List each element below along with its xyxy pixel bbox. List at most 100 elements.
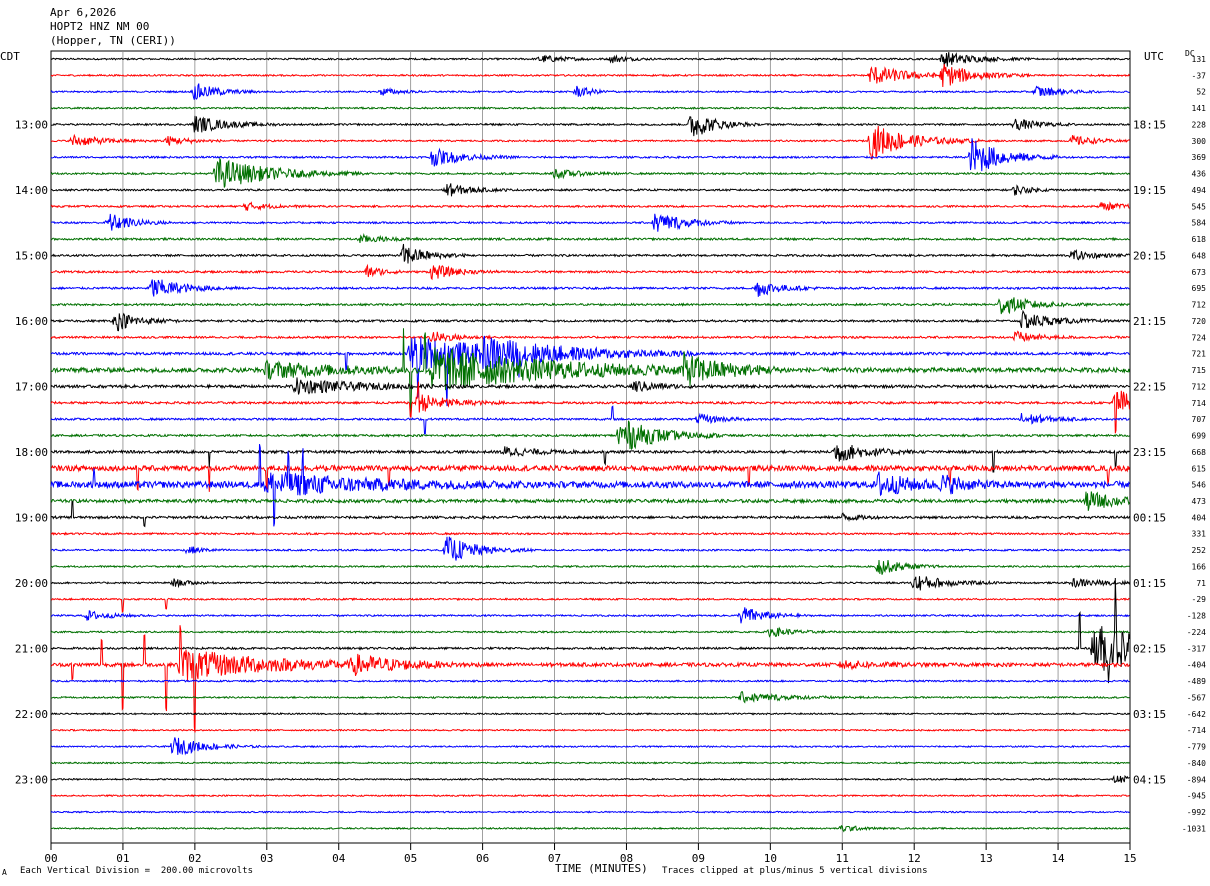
dc-label: DC	[1185, 49, 1195, 58]
right-hour-label: 04:15	[1133, 773, 1166, 786]
x-tick-label: 09	[692, 852, 705, 862]
dc-offset-label: 673	[1192, 268, 1207, 277]
right-hour-label: 19:15	[1133, 184, 1166, 197]
seismic-trace	[50, 335, 1130, 407]
x-tick-label: 04	[332, 852, 346, 862]
x-tick-label: 10	[764, 852, 777, 862]
left-hour-label: 20:00	[15, 577, 48, 590]
dc-offset-label: 618	[1192, 235, 1207, 244]
seismic-trace	[50, 691, 1130, 704]
dc-offset-label: 714	[1192, 399, 1207, 408]
usgs-logo-icon: A	[2, 868, 7, 877]
seismic-trace	[50, 213, 1130, 232]
dc-offset-label: 252	[1192, 546, 1207, 555]
seismic-trace	[50, 377, 1130, 395]
seismic-trace	[50, 491, 1130, 511]
dc-offset-label: 331	[1192, 530, 1207, 539]
seismic-trace	[50, 279, 1130, 297]
seismic-trace	[50, 625, 1130, 733]
seismic-trace	[50, 63, 1130, 88]
dc-offset-label: -992	[1187, 808, 1206, 817]
helicorder-plot: 00 01 02 03 04 05 06 07 08 09 10 11 12 13 14 15 131 -37 52…	[15, 50, 1207, 862]
seismic-trace	[50, 679, 1130, 683]
seismic-trace	[51, 712, 1130, 716]
x-tick-label: 12	[908, 852, 921, 862]
dc-offset-label: -642	[1187, 710, 1206, 719]
seismic-trace	[50, 577, 1130, 684]
right-hour-label: 02:15	[1133, 642, 1166, 655]
x-tick-label: 15	[1123, 852, 1136, 862]
seismic-trace	[50, 774, 1130, 783]
dc-offset-label: 724	[1192, 333, 1207, 342]
dc-offset-label: -779	[1187, 743, 1206, 752]
x-tick-label: 11	[836, 852, 849, 862]
dc-offset-label: 712	[1192, 301, 1207, 310]
station-location: (Hopper, TN (CERI))	[50, 34, 176, 47]
dc-offset-label: 699	[1192, 432, 1207, 441]
right-hour-label: 00:15	[1133, 511, 1166, 524]
x-axis-label: TIME (MINUTES)	[555, 862, 648, 875]
seismic-trace	[50, 309, 1130, 332]
left-hour-label: 17:00	[15, 380, 48, 393]
left-hour-label: 15:00	[15, 249, 48, 262]
right-hour-label: 18:15	[1133, 118, 1166, 131]
dc-offset-label: 436	[1192, 170, 1207, 179]
right-timezone: UTC	[1144, 50, 1164, 63]
dc-offset-label: -404	[1187, 661, 1206, 670]
dc-offset-label: -894	[1187, 775, 1206, 784]
dc-offset-label: -945	[1187, 792, 1206, 801]
left-hour-label: 13:00	[15, 118, 48, 131]
seismic-trace	[50, 52, 1130, 68]
seismic-trace	[50, 825, 1130, 833]
seismic-trace	[50, 626, 1130, 638]
station-code: HOPT2 HNZ NM 00	[50, 20, 150, 33]
dc-offset-label: -317	[1187, 644, 1206, 653]
dc-offset-label: 71	[1196, 579, 1206, 588]
seismic-trace	[50, 328, 1130, 416]
x-tick-label: 14	[1051, 852, 1065, 862]
plot-frame	[50, 50, 1131, 844]
seismic-trace	[50, 444, 1130, 473]
dc-offset-label: 404	[1192, 513, 1207, 522]
seismic-trace	[50, 233, 1130, 243]
x-tick-label: 02	[188, 852, 201, 862]
left-hour-label: 16:00	[15, 315, 48, 328]
dc-offset-label: 707	[1192, 415, 1207, 424]
dc-offset-label: -29	[1192, 595, 1207, 604]
right-hour-label: 23:15	[1133, 446, 1166, 459]
dc-offset-label: 228	[1192, 120, 1207, 129]
dc-offset-label: 712	[1192, 382, 1207, 391]
right-hour-label: 20:15	[1133, 249, 1166, 262]
dc-offset-label: -489	[1187, 677, 1206, 686]
x-tick-label: 13	[980, 852, 993, 862]
x-tick-label: 07	[548, 852, 561, 862]
right-hour-label: 22:15	[1133, 380, 1166, 393]
seismic-trace	[50, 728, 1130, 732]
seismic-trace	[50, 381, 1130, 434]
seismic-trace	[50, 810, 1130, 814]
left-hour-label: 18:00	[15, 446, 48, 459]
x-tick-label: 06	[476, 852, 489, 862]
dc-offset-label: 715	[1192, 366, 1207, 375]
seismic-trace	[50, 157, 1130, 188]
dc-offset-label: 615	[1192, 464, 1207, 473]
dc-offset-label: -224	[1187, 628, 1206, 637]
seismic-trace	[51, 115, 1130, 137]
dc-offset-label: 166	[1192, 562, 1207, 571]
seismic-trace	[50, 263, 1130, 281]
dc-offset-label: 584	[1192, 219, 1207, 228]
dc-offset-label: 720	[1192, 317, 1207, 326]
dc-offset-label: -37	[1192, 71, 1207, 80]
plot-date: Apr 6,2026	[50, 6, 117, 19]
right-hour-label: 01:15	[1133, 577, 1166, 590]
x-tick-label: 00	[44, 852, 57, 862]
seismic-trace	[50, 737, 1130, 756]
seismic-trace	[50, 559, 1130, 575]
left-hour-label: 14:00	[15, 184, 48, 197]
seismic-trace	[50, 297, 1130, 315]
seismic-trace	[50, 125, 1130, 160]
seismic-trace	[50, 531, 1130, 536]
dc-offset-label: -567	[1187, 693, 1206, 702]
seismic-trace	[50, 330, 1130, 344]
left-hour-label: 19:00	[15, 511, 48, 524]
